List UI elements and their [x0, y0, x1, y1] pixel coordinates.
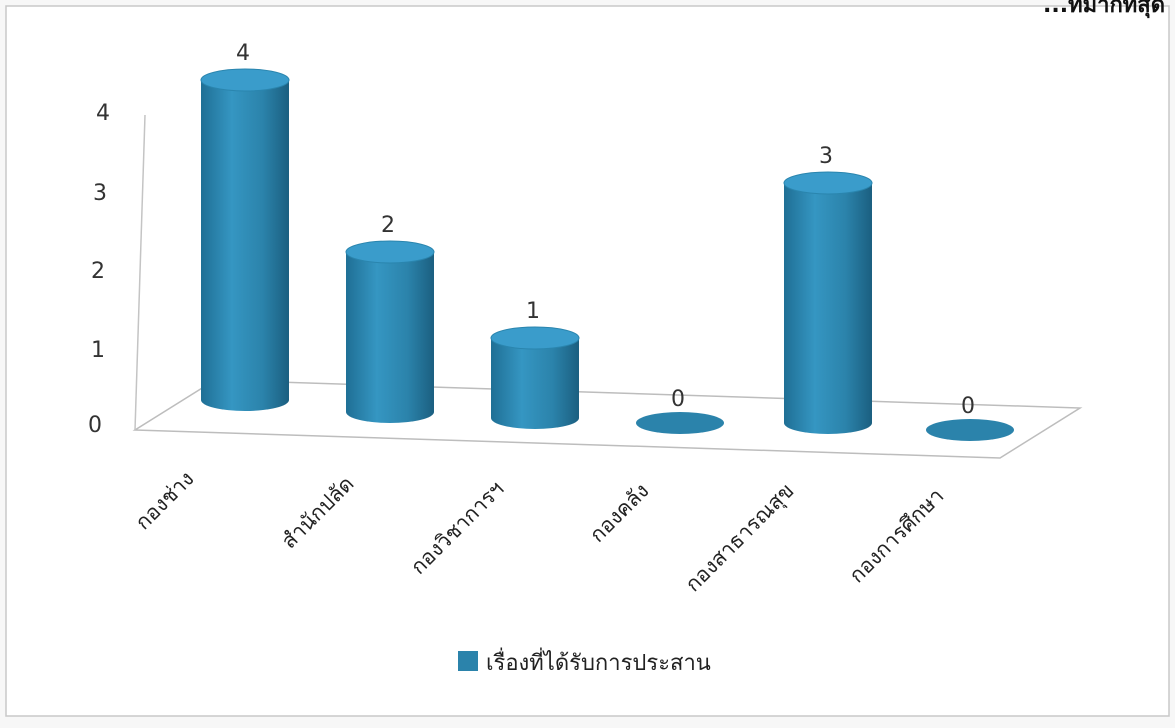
bar-top [490, 326, 580, 350]
legend: เรื่องที่ได้รับการประสาน [458, 647, 711, 676]
bar-zero-disc [636, 412, 724, 434]
data-labels: 4 2 1 0 3 0 [236, 41, 975, 419]
data-label: 2 [381, 213, 395, 238]
y-tick-labels: 0 1 2 3 4 [88, 101, 110, 438]
y-tick-label: 0 [88, 413, 102, 438]
bar [200, 68, 290, 411]
bar-zero-disc [926, 419, 1014, 441]
bar [490, 326, 580, 429]
bar-top [345, 240, 435, 264]
data-label: 0 [671, 387, 685, 412]
data-label: 3 [819, 144, 833, 169]
data-label: 4 [236, 41, 250, 66]
bar-series [200, 68, 1014, 441]
legend-swatch [458, 651, 478, 671]
data-label: 1 [526, 299, 540, 324]
bar [345, 240, 435, 423]
chart-title-partial: ...ที่มากที่สุด [1043, 0, 1165, 19]
y-axis-line [134, 114, 146, 431]
bar-top [200, 68, 290, 92]
bar [926, 419, 1014, 441]
legend-label: เรื่องที่ได้รับการประสาน [486, 647, 711, 676]
data-label: 0 [961, 394, 975, 419]
bar-body [201, 80, 289, 411]
bar [636, 412, 724, 434]
bar-body [491, 338, 579, 429]
bar-body [346, 252, 434, 423]
bar [783, 171, 873, 434]
y-tick-label: 3 [93, 181, 107, 206]
y-tick-label: 2 [91, 259, 105, 284]
chart-frame [5, 5, 1170, 717]
y-tick-label: 4 [96, 101, 110, 126]
bar-top [783, 171, 873, 195]
y-tick-label: 1 [91, 338, 105, 363]
bar-body [784, 183, 872, 434]
